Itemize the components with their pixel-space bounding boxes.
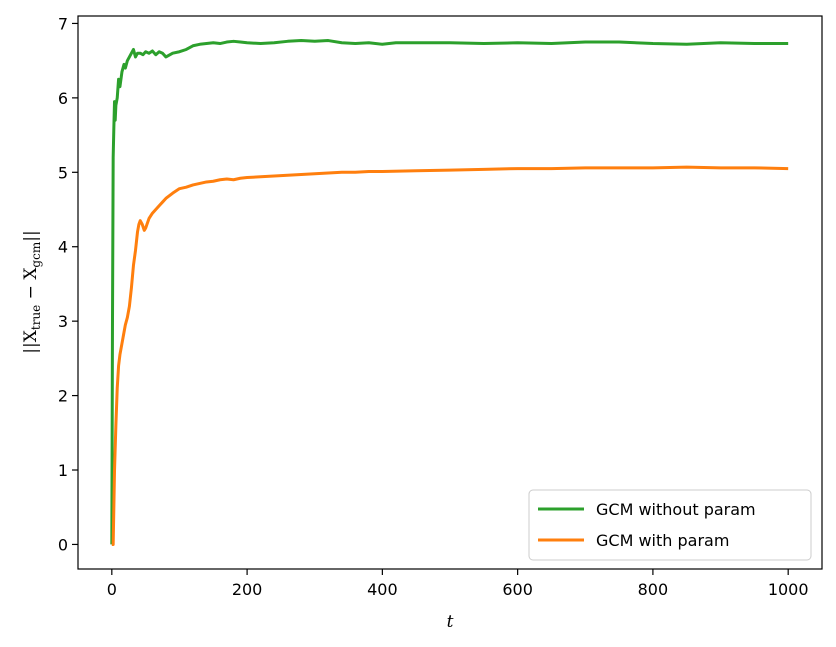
x-axis-ticks: 0 200 400 600 800 1000 bbox=[107, 569, 809, 599]
series-layer bbox=[110, 39, 789, 546]
y-tick-label: 4 bbox=[58, 238, 68, 257]
legend: GCM without param GCM with param bbox=[528, 489, 812, 561]
series-line-0 bbox=[110, 39, 789, 545]
y-tick-label: 0 bbox=[58, 535, 68, 554]
x-axis-label: t bbox=[447, 612, 454, 632]
x-tick-label: 1000 bbox=[768, 580, 809, 599]
series-line-1 bbox=[110, 165, 789, 546]
plot-area-frame bbox=[77, 15, 823, 570]
x-tick-label: 400 bbox=[367, 580, 398, 599]
y-tick-label: 7 bbox=[58, 14, 68, 33]
x-tick-label: 0 bbox=[107, 580, 117, 599]
legend-label-0: GCM without param bbox=[596, 500, 756, 519]
y-tick-label: 3 bbox=[58, 312, 68, 331]
x-tick-label: 800 bbox=[638, 580, 669, 599]
y-axis-ticks: 0 1 2 3 4 5 6 7 bbox=[58, 14, 78, 554]
y-tick-label: 5 bbox=[58, 163, 68, 182]
x-tick-label: 200 bbox=[232, 580, 263, 599]
x-tick-label: 600 bbox=[502, 580, 533, 599]
y-tick-label: 1 bbox=[58, 461, 68, 480]
y-tick-label: 2 bbox=[58, 387, 68, 406]
y-tick-label: 6 bbox=[58, 89, 68, 108]
legend-label-1: GCM with param bbox=[596, 531, 729, 550]
y-axis-label: ||Xtrue − Xgcm|| bbox=[21, 230, 43, 353]
svg-text:||Xtrue − Xgcm||: ||Xtrue − Xgcm|| bbox=[21, 230, 43, 353]
legend-box bbox=[528, 489, 812, 561]
